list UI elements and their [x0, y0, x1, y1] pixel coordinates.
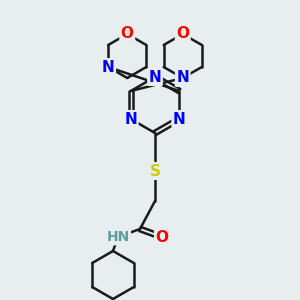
Text: N: N: [102, 59, 115, 74]
Text: S: S: [149, 164, 161, 178]
Text: N: N: [124, 112, 137, 127]
Text: N: N: [173, 112, 186, 127]
Text: O: O: [155, 230, 169, 244]
Text: N: N: [148, 70, 161, 85]
Text: O: O: [176, 26, 189, 41]
Text: O: O: [121, 26, 134, 41]
Text: HN: HN: [106, 230, 130, 244]
Text: N: N: [176, 70, 189, 86]
